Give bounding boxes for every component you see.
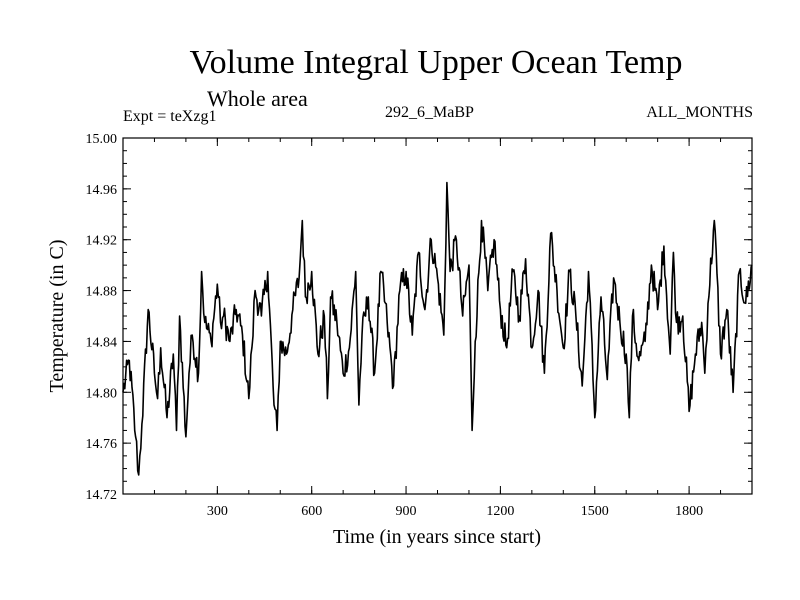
period-label: 292_6_MaBP	[385, 104, 474, 121]
y-tick-label: 15.00	[86, 132, 118, 147]
y-tick-label: 14.84	[86, 335, 118, 350]
x-tick-label: 1800	[675, 504, 703, 519]
y-tick-label: 14.96	[86, 183, 118, 198]
x-tick-label: 1200	[486, 504, 514, 519]
chart-subtitle: Whole area	[207, 86, 308, 111]
x-tick-label: 1500	[581, 504, 609, 519]
x-tick-label: 900	[396, 504, 417, 519]
plot-frame	[122, 137, 753, 495]
experiment-label: Expt = teXzg1	[123, 108, 217, 125]
x-tick-label: 300	[207, 504, 228, 519]
y-tick-labels: 14.72 14.76 14.80 14.84 14.88 14.92 14.96 15.00	[86, 132, 118, 503]
months-label: ALL_MONTHS	[646, 104, 753, 121]
tick-marks	[123, 137, 752, 495]
x-axis-label: Time (in years since start)	[333, 526, 541, 548]
chart-title: Volume Integral Upper Ocean Temp	[189, 44, 683, 81]
y-tick-label: 14.88	[86, 285, 118, 300]
y-tick-label: 14.80	[86, 386, 118, 401]
y-tick-label: 14.92	[86, 234, 118, 249]
y-tick-label: 14.76	[86, 437, 118, 452]
y-tick-label: 14.72	[86, 488, 118, 503]
temperature-series-line	[122, 181, 753, 476]
y-axis-label: Temperature (in C)	[46, 240, 68, 393]
x-tick-label: 600	[301, 504, 322, 519]
x-tick-labels: 300 600 900 1200 1500 1800	[207, 504, 703, 519]
